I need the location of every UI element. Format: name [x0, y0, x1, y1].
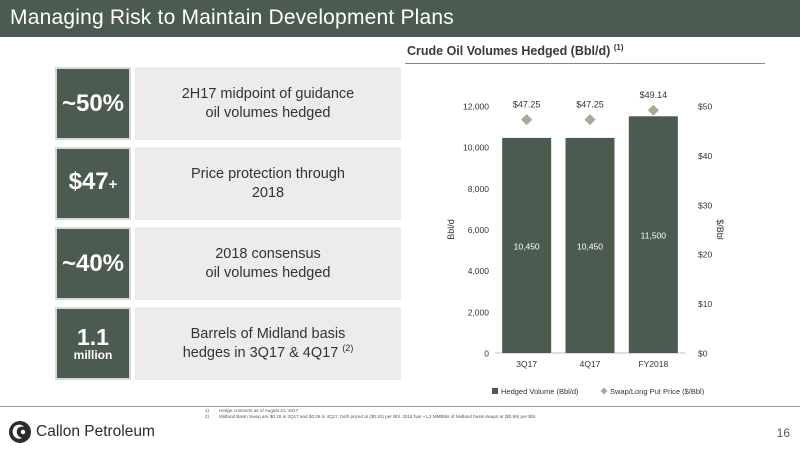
chart-title-underline	[405, 63, 765, 64]
stat-badge: ~50%	[55, 67, 131, 140]
chart-footnote-ref: (1)	[613, 42, 624, 52]
bar-data-label: 10,450	[514, 241, 540, 251]
x-tick-label: 4Q17	[580, 359, 601, 369]
callon-logo-icon	[9, 421, 31, 443]
y-tick-label-left: 10,000	[463, 143, 489, 153]
stat-value-unit: million	[73, 347, 113, 362]
footnote-ref: (2)	[342, 342, 354, 353]
legend-label: Hedged Volume (Bbl/d)	[501, 387, 579, 396]
stat-row-1: ~50% 2H17 midpoint of guidance oil volum…	[55, 67, 401, 140]
y-tick-label-right: $0	[698, 349, 708, 359]
footnote-number: 1)	[205, 408, 210, 413]
footnote: 1) Hedge contracts as of August 21, 2017.	[205, 408, 765, 414]
title-bar: Managing Risk to Maintain Development Pl…	[0, 0, 800, 37]
stat-description: Price protection through 2018	[135, 147, 401, 220]
price-marker	[584, 114, 596, 126]
y-tick-label-left: 2,000	[468, 307, 490, 317]
stat-badge: ~40%	[55, 227, 131, 300]
x-tick-label: 3Q17	[516, 359, 537, 369]
chart-title-text: Crude Oil Volumes Hedged (Bbl/d)	[407, 44, 611, 58]
stat-desc-line: hedges in 3Q17 & 4Q17	[182, 344, 339, 361]
bar-hedged-volume	[502, 137, 552, 353]
stat-desc-line: 2H17 midpoint of guidance	[181, 85, 355, 102]
y-axis-label-right: $/Bbl	[715, 219, 725, 240]
stat-value: ~50%	[61, 89, 125, 117]
stat-value-suffix: +	[108, 176, 118, 193]
legend-swatch-marker	[600, 387, 608, 395]
stat-desc-line: 2018 consensus	[215, 245, 321, 262]
stat-badge: $47+	[55, 147, 131, 220]
page-number: 16	[776, 426, 790, 440]
footnote-number: 2)	[205, 414, 210, 419]
legend-swatch-bar	[492, 388, 498, 394]
y-tick-label-right: $40	[698, 151, 712, 161]
stat-description: 2H17 midpoint of guidance oil volumes he…	[135, 67, 401, 140]
y-tick-label-right: $20	[698, 250, 712, 260]
stat-row-4: 1.1 million Barrels of Midland basis hed…	[55, 307, 401, 380]
stat-badge: 1.1 million	[55, 307, 131, 380]
company-logo: Callon Petroleum	[8, 420, 155, 444]
footnote-text: Midland Basin Swap are $0.26 in 3Q17 and…	[219, 414, 537, 419]
y-tick-label-right: $10	[698, 299, 712, 309]
stat-desc-line: oil volumes hedged	[205, 104, 331, 121]
footnote-divider	[0, 406, 800, 407]
y-tick-label-left: 0	[484, 349, 489, 359]
page-title: Managing Risk to Maintain Development Pl…	[10, 6, 454, 29]
y-tick-label-left: 12,000	[463, 102, 489, 112]
stat-description: 2018 consensus oil volumes hedged	[135, 227, 401, 300]
stat-value: $47	[68, 168, 109, 195]
stat-value: 1.1	[77, 323, 109, 350]
price-marker	[647, 104, 659, 116]
stat-desc-line: Price protection through	[191, 165, 345, 182]
y-tick-label-left: 6,000	[468, 225, 490, 235]
price-marker	[521, 114, 533, 126]
legend-label: Swap/Long Put Price ($/Bbl)	[610, 387, 705, 396]
stat-desc-line: 2018	[251, 184, 285, 201]
stat-desc-line: Barrels of Midland basis	[190, 325, 346, 342]
y-tick-label-right: $50	[698, 102, 712, 112]
bar-hedged-volume	[565, 137, 615, 353]
company-name: Callon Petroleum	[36, 423, 155, 440]
bar-data-label: 10,450	[577, 241, 603, 251]
y-axis-label-left: Bbl/d	[446, 219, 456, 240]
stat-value: ~40%	[61, 249, 125, 277]
stat-row-2: $47+ Price protection through 2018	[55, 147, 401, 220]
chart-title: Crude Oil Volumes Hedged (Bbl/d) (1)	[407, 42, 624, 64]
price-data-label: $47.25	[513, 100, 541, 110]
price-data-label: $49.14	[640, 90, 668, 100]
bar-data-label: 11,500	[641, 231, 667, 241]
price-data-label: $47.25	[576, 100, 604, 110]
footnotes: 1) Hedge contracts as of August 21, 2017.…	[205, 408, 765, 420]
bar-hedged-volume	[628, 116, 678, 354]
y-tick-label-left: 4,000	[468, 266, 490, 276]
y-tick-label-right: $30	[698, 200, 712, 210]
stat-desc-line: oil volumes hedged	[205, 264, 331, 281]
hedge-volume-chart: 0 2,000 4,000 6,000 8,000 10,000 12,000 $0 $10 $2…	[446, 90, 725, 396]
stat-description: Barrels of Midland basis hedges in 3Q17 …	[135, 307, 401, 380]
stat-row-3: ~40% 2018 consensus oil volumes hedged	[55, 227, 401, 300]
footnote-text: Hedge contracts as of August 21, 2017.	[219, 408, 300, 413]
x-tick-label: FY2018	[638, 359, 668, 369]
footnote: 2) Midland Basin Swap are $0.26 in 3Q17 a…	[205, 414, 765, 420]
y-tick-label-left: 8,000	[468, 184, 490, 194]
